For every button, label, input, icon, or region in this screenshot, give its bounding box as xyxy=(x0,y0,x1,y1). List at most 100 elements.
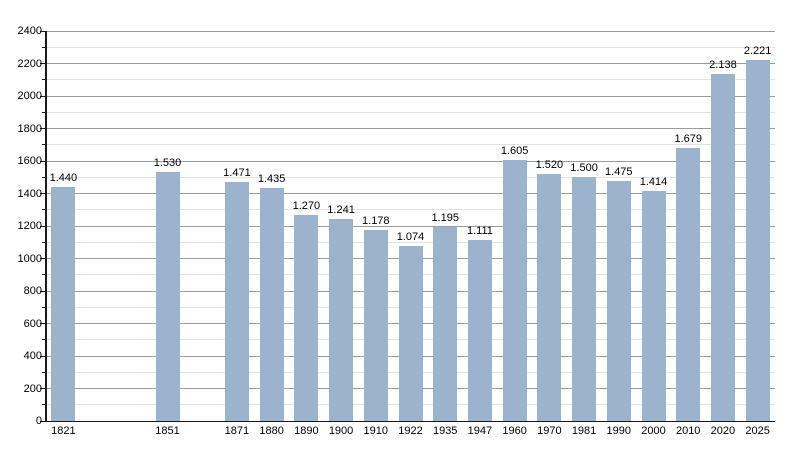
x-tick-label: 1970 xyxy=(537,425,562,437)
x-tick-label: 1880 xyxy=(259,425,284,437)
gridline-minor xyxy=(46,46,775,48)
bar-value-label: 1.414 xyxy=(639,176,668,189)
y-axis-tick xyxy=(42,371,46,373)
x-tick-label: 1821 xyxy=(51,425,76,437)
bar-value-label: 1.530 xyxy=(153,157,182,170)
gridline-major xyxy=(46,128,775,129)
y-tick-label: 600 xyxy=(23,317,42,330)
gridline-minor xyxy=(46,111,775,113)
y-axis-tick xyxy=(42,46,46,48)
bar-2000 xyxy=(641,191,666,421)
y-axis-tick xyxy=(40,388,46,390)
bar-value-label: 1.440 xyxy=(49,172,78,184)
bar-1910 xyxy=(363,229,388,421)
bar-value-label: 2.138 xyxy=(709,58,737,71)
bar-value-label: 1.500 xyxy=(570,162,598,175)
x-tick-label: 2010 xyxy=(675,425,701,437)
gridline-major xyxy=(46,193,775,194)
bar-value-label: 1.241 xyxy=(327,204,355,217)
bar-1871 xyxy=(224,181,249,421)
bar-value-label: 1.679 xyxy=(674,133,702,146)
bar-value-label: 1.178 xyxy=(362,214,390,227)
bar-1900 xyxy=(329,219,354,421)
bar-1851 xyxy=(155,172,180,421)
x-tick-label: 1947 xyxy=(467,425,493,437)
bar-value-label: 1.605 xyxy=(500,145,529,158)
y-axis-tick xyxy=(40,290,46,292)
y-axis-tick xyxy=(40,95,46,97)
bar-1922 xyxy=(398,246,423,421)
gridline-minor xyxy=(46,241,775,243)
x-tick-label: 1960 xyxy=(502,425,527,437)
y-axis-tick xyxy=(40,225,46,227)
y-tick-label: 1600 xyxy=(17,155,42,167)
y-tick-label: 800 xyxy=(23,285,42,297)
bar-1981 xyxy=(572,177,597,421)
y-axis-line xyxy=(45,31,47,422)
gridline-minor xyxy=(46,209,775,211)
x-tick-label: 1871 xyxy=(224,425,250,437)
y-tick-label: 400 xyxy=(23,350,42,362)
y-axis-tick xyxy=(42,241,46,243)
gridline-major xyxy=(46,160,775,162)
y-axis-tick xyxy=(40,258,46,260)
bar-value-label: 1.471 xyxy=(223,166,251,179)
x-tick-label: 1990 xyxy=(606,425,632,437)
gridline-major xyxy=(46,63,775,64)
x-tick-label: 1935 xyxy=(432,425,458,437)
bar-2020 xyxy=(710,73,735,421)
x-tick-label: 1981 xyxy=(571,425,597,437)
y-axis-tick xyxy=(42,404,46,406)
y-axis-tick xyxy=(40,355,46,357)
x-tick-label: 1890 xyxy=(294,425,319,437)
y-axis-tick xyxy=(42,274,46,276)
y-axis-tick xyxy=(40,323,46,325)
bar-1990 xyxy=(606,181,631,421)
y-tick-label: 200 xyxy=(23,382,42,395)
y-axis-tick xyxy=(42,339,46,341)
bar-1821 xyxy=(51,187,76,421)
y-axis-tick xyxy=(42,79,46,81)
bar-value-label: 1.270 xyxy=(292,199,321,212)
y-axis-tick xyxy=(40,63,46,65)
gridline-minor xyxy=(46,79,775,81)
y-axis-tick xyxy=(40,193,46,195)
y-axis-tick xyxy=(42,209,46,211)
gridline-major xyxy=(46,30,775,32)
bar-1880 xyxy=(259,187,284,421)
y-axis-tick xyxy=(40,30,46,32)
bar-value-label: 2.221 xyxy=(743,45,772,58)
y-tick-label: 1400 xyxy=(17,187,42,200)
y-tick-label: 1000 xyxy=(17,252,42,265)
bar-value-label: 1.074 xyxy=(396,231,425,244)
y-axis-tick xyxy=(40,128,46,130)
y-axis-tick xyxy=(42,176,46,178)
gridline-major xyxy=(46,95,775,97)
bar-1970 xyxy=(537,174,562,421)
y-tick-label: 2400 xyxy=(17,25,42,37)
x-tick-label: 1851 xyxy=(155,425,180,437)
y-tick-label: 1800 xyxy=(17,122,42,135)
gridline-major xyxy=(46,225,775,227)
x-tick-label: 2020 xyxy=(710,425,736,437)
y-tick-label: 2200 xyxy=(17,57,42,70)
y-tick-label: 0 xyxy=(35,415,42,427)
x-tick-label: 1922 xyxy=(398,425,423,437)
bar-2010 xyxy=(676,148,701,421)
y-axis-tick xyxy=(42,306,46,308)
y-axis-tick xyxy=(42,111,46,113)
bar-1890 xyxy=(294,214,319,421)
y-axis-tick xyxy=(42,144,46,146)
y-tick-label: 1200 xyxy=(17,220,42,232)
y-axis-tick xyxy=(40,160,46,162)
gridline-minor xyxy=(46,176,775,178)
bar-1935 xyxy=(433,226,458,421)
bar-value-label: 1.195 xyxy=(431,211,459,224)
x-tick-label: 2000 xyxy=(641,425,666,437)
y-axis-tick xyxy=(40,420,46,422)
x-axis-line xyxy=(46,420,775,423)
x-tick-label: 1910 xyxy=(363,425,389,437)
x-tick-label: 1900 xyxy=(328,425,354,437)
bar-value-label: 1.520 xyxy=(535,159,564,171)
